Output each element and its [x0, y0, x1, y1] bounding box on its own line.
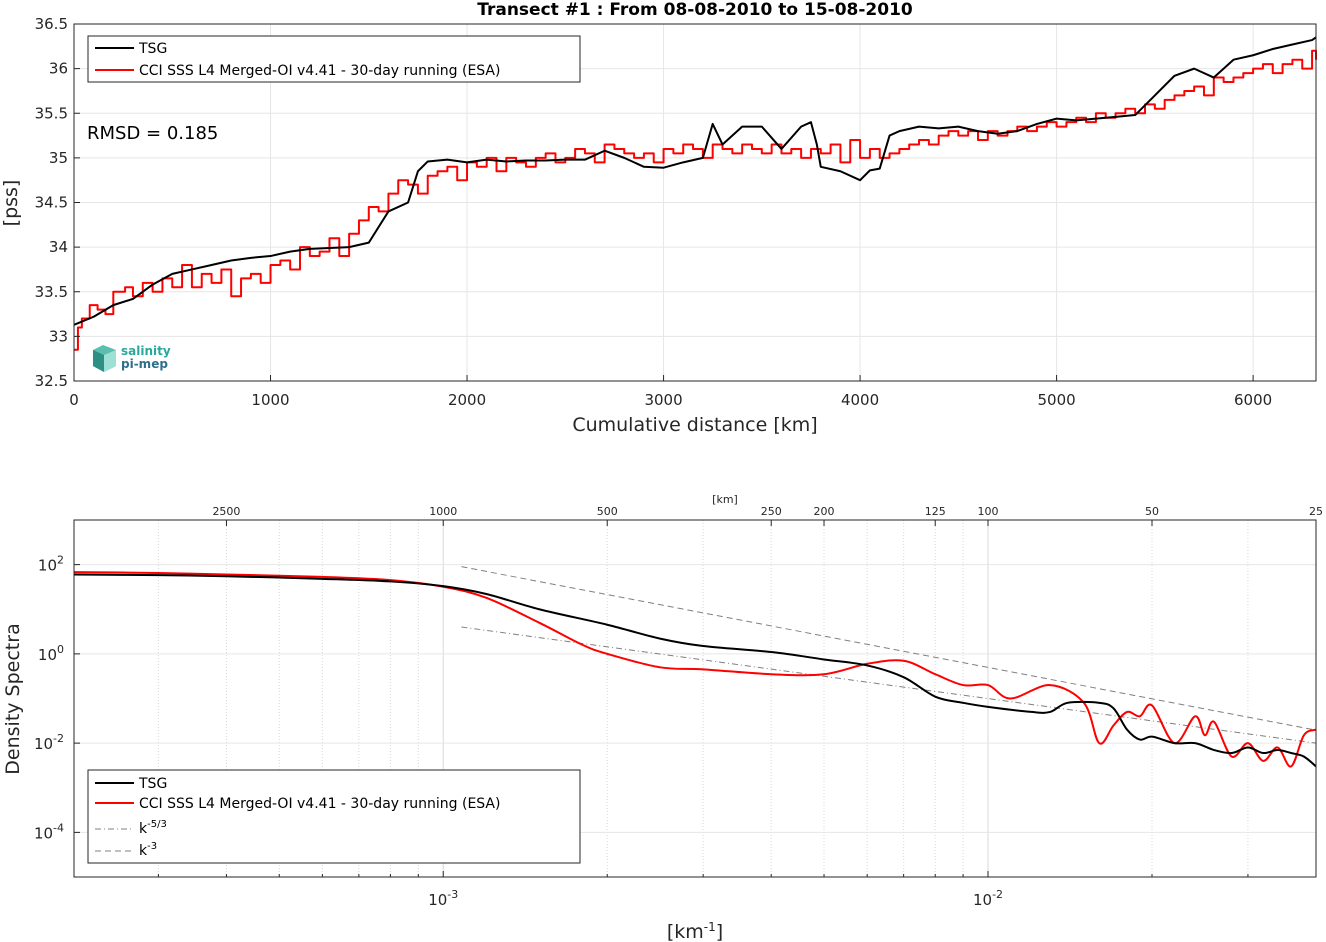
bottom-y-tick-label: 10-2	[34, 732, 64, 753]
bottom-legend: TSG CCI SSS L4 Merged-OI v4.41 - 30-day …	[87, 769, 581, 864]
top-y-axis-label: [pss]	[0, 180, 22, 227]
top-y-tick-label: 36.5	[35, 15, 68, 33]
bottom-y-tick-label: 102	[38, 554, 64, 575]
top-wavelength-tick-label: 250	[761, 505, 782, 518]
legend-label-tsg-spectra: TSG	[138, 776, 167, 792]
top-axis-unit-label: [km]	[712, 493, 738, 506]
top-wavelength-tick-label: 25	[1309, 505, 1323, 518]
salinity-transect-panel: Transect #1 : From 08-08-2010 to 15-08-2…	[0, 0, 1317, 436]
legend-label-cci-spectra: CCI SSS L4 Merged-OI v4.41 - 30-day runn…	[139, 796, 500, 812]
chart-title: Transect #1 : From 08-08-2010 to 15-08-2…	[477, 0, 913, 20]
bottom-x-axis-label: [km-1]	[667, 920, 723, 942]
bottom-y-tick-label: 100	[38, 643, 64, 664]
bottom-y-axis-label: Density Spectra	[2, 623, 24, 774]
tsg-salinity-line	[73, 36, 1317, 326]
tsg-spectrum-line	[73, 573, 1317, 768]
density-spectra-panel: 10-3 10-2 10-4 10-2 100 102 2500 1000 500 250 20…	[2, 493, 1323, 942]
top-wavelength-tick-label: 500	[597, 505, 618, 518]
top-wavelength-tick-label: 1000	[429, 505, 457, 518]
bottom-plot-area	[73, 566, 1317, 768]
top-y-tick-label: 33	[49, 327, 68, 345]
top-x-tick-label: 6000	[1234, 391, 1272, 409]
top-x-axis-label: Cumulative distance [km]	[572, 414, 817, 436]
top-plot-area	[73, 36, 1317, 351]
top-x-ticks: 0 1000 2000 3000 4000 5000 6000	[69, 375, 1272, 409]
cci-sss-salinity-line	[74, 49, 1317, 351]
rmsd-annotation: RMSD = 0.185	[87, 123, 218, 144]
legend-label-cci: CCI SSS L4 Merged-OI v4.41 - 30-day runn…	[139, 63, 500, 79]
bottom-x-tick-label: 10-2	[973, 888, 1003, 909]
cci-sss-spectrum-line	[73, 571, 1317, 768]
logo-text-line1: salinity	[121, 344, 171, 358]
bottom-top-ticks: 2500 1000 500 250 200 125 100 50 25	[212, 505, 1323, 526]
top-x-tick-label: 0	[69, 391, 79, 409]
k-5-3-reference-line	[461, 626, 1317, 744]
salinity-pi-mep-logo: salinity pi-mep	[93, 344, 171, 372]
top-wavelength-tick-label: 200	[814, 505, 835, 518]
top-x-tick-label: 5000	[1038, 391, 1076, 409]
legend-label-tsg: TSG	[138, 41, 167, 57]
bottom-axes-box	[73, 519, 1317, 878]
logo-text-line2: pi-mep	[121, 357, 168, 371]
bottom-x-tick-label: 10-3	[428, 888, 458, 909]
top-x-tick-label: 1000	[251, 391, 289, 409]
top-grid	[73, 23, 1316, 382]
top-x-tick-label: 4000	[841, 391, 879, 409]
top-y-tick-label: 34.5	[35, 194, 68, 212]
top-y-tick-label: 33.5	[35, 283, 68, 301]
top-legend: TSG CCI SSS L4 Merged-OI v4.41 - 30-day …	[87, 35, 581, 83]
bottom-y-ticks: 10-4 10-2 100 102	[34, 554, 80, 842]
top-y-tick-label: 36	[49, 60, 68, 78]
top-x-tick-label: 3000	[644, 391, 682, 409]
top-y-tick-label: 32.5	[35, 372, 68, 390]
top-wavelength-tick-label: 100	[978, 505, 999, 518]
top-y-tick-label: 35	[49, 149, 68, 167]
top-wavelength-tick-label: 2500	[212, 505, 240, 518]
top-x-tick-label: 2000	[448, 391, 486, 409]
top-wavelength-tick-label: 50	[1145, 505, 1159, 518]
bottom-y-tick-label: 10-4	[34, 821, 64, 842]
top-y-tick-label: 35.5	[35, 104, 68, 122]
top-y-tick-label: 34	[49, 238, 68, 256]
k-3-reference-line	[461, 566, 1317, 731]
top-wavelength-tick-label: 125	[925, 505, 946, 518]
legend-label-k53: k-5/3	[139, 819, 167, 837]
bottom-x-ticks: 10-3 10-2	[157, 871, 1317, 909]
legend-label-k3: k-3	[139, 841, 157, 859]
top-y-ticks: 32.5 33 33.5 34 34.5 35 35.5 36 36.5	[35, 15, 80, 390]
